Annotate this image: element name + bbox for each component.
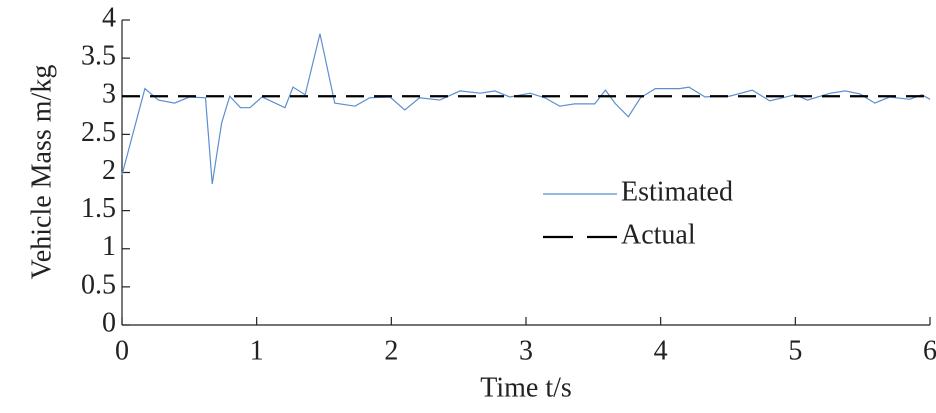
x-tick-label: 5 <box>788 335 802 366</box>
x-tick-label: 4 <box>654 335 668 366</box>
y-axis-label: Vehicle Mass m/kg <box>26 65 57 280</box>
y-tick-label: 2 <box>102 155 116 186</box>
y-tick-label: 4 <box>102 2 116 33</box>
y-tick-label: 1 <box>102 231 116 262</box>
y-tick-label: 3.5 <box>81 41 116 72</box>
y-tick-label: 0.5 <box>81 269 116 300</box>
y-tick-label: 1.5 <box>81 193 116 224</box>
y-tick-label: 3 <box>102 79 116 110</box>
y-tick-label: 0 <box>102 307 116 338</box>
legend-label: Actual <box>621 219 696 250</box>
x-tick-label: 3 <box>519 335 533 366</box>
y-tick-label: 2.5 <box>81 117 116 148</box>
x-tick-label: 1 <box>250 335 264 366</box>
series-line <box>121 33 931 185</box>
x-axis-label: Time t/s <box>480 372 572 403</box>
x-tick-label: 0 <box>115 335 129 366</box>
x-tick-label: 6 <box>923 335 936 366</box>
x-tick-label: 2 <box>384 335 398 366</box>
legend-label: Estimated <box>621 176 733 207</box>
